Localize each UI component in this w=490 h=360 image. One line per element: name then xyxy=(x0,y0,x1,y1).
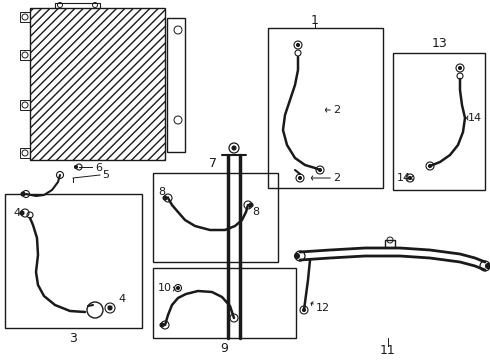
Bar xyxy=(5,194,142,328)
Text: 4: 4 xyxy=(13,208,20,218)
Circle shape xyxy=(318,168,321,171)
Bar xyxy=(153,268,296,338)
Text: 7: 7 xyxy=(209,157,217,170)
Text: 2: 2 xyxy=(333,173,340,183)
Text: 14: 14 xyxy=(468,113,482,123)
Text: 8: 8 xyxy=(158,187,165,197)
Circle shape xyxy=(160,323,164,327)
Text: 14: 14 xyxy=(397,173,411,183)
Circle shape xyxy=(249,203,253,207)
Bar xyxy=(20,148,30,158)
Circle shape xyxy=(486,264,490,269)
Circle shape xyxy=(21,192,25,196)
Circle shape xyxy=(296,44,299,46)
Text: 9: 9 xyxy=(220,342,228,355)
Text: 13: 13 xyxy=(432,36,448,50)
Circle shape xyxy=(302,309,305,311)
Bar xyxy=(20,100,30,110)
Bar xyxy=(153,173,278,262)
Text: 11: 11 xyxy=(380,343,396,356)
Bar xyxy=(167,18,185,152)
Circle shape xyxy=(294,253,299,258)
Text: 8: 8 xyxy=(252,207,259,217)
Text: 3: 3 xyxy=(69,332,77,345)
Text: 1: 1 xyxy=(311,14,319,27)
Circle shape xyxy=(428,165,432,167)
Text: 4: 4 xyxy=(118,294,125,304)
Circle shape xyxy=(163,196,167,200)
Text: 2: 2 xyxy=(333,105,340,115)
Circle shape xyxy=(409,176,412,180)
Bar xyxy=(20,50,30,60)
Circle shape xyxy=(108,306,112,310)
Circle shape xyxy=(176,287,179,289)
Bar xyxy=(393,53,485,190)
Text: 6: 6 xyxy=(95,163,102,173)
Bar xyxy=(20,12,30,22)
Circle shape xyxy=(459,67,462,69)
Bar xyxy=(268,28,383,188)
Circle shape xyxy=(74,166,77,168)
Circle shape xyxy=(232,146,236,150)
Text: 12: 12 xyxy=(316,303,330,313)
Bar xyxy=(30,8,165,160)
Text: 10: 10 xyxy=(158,283,172,293)
Circle shape xyxy=(20,211,24,215)
Circle shape xyxy=(298,176,301,180)
Text: 5: 5 xyxy=(102,170,109,180)
